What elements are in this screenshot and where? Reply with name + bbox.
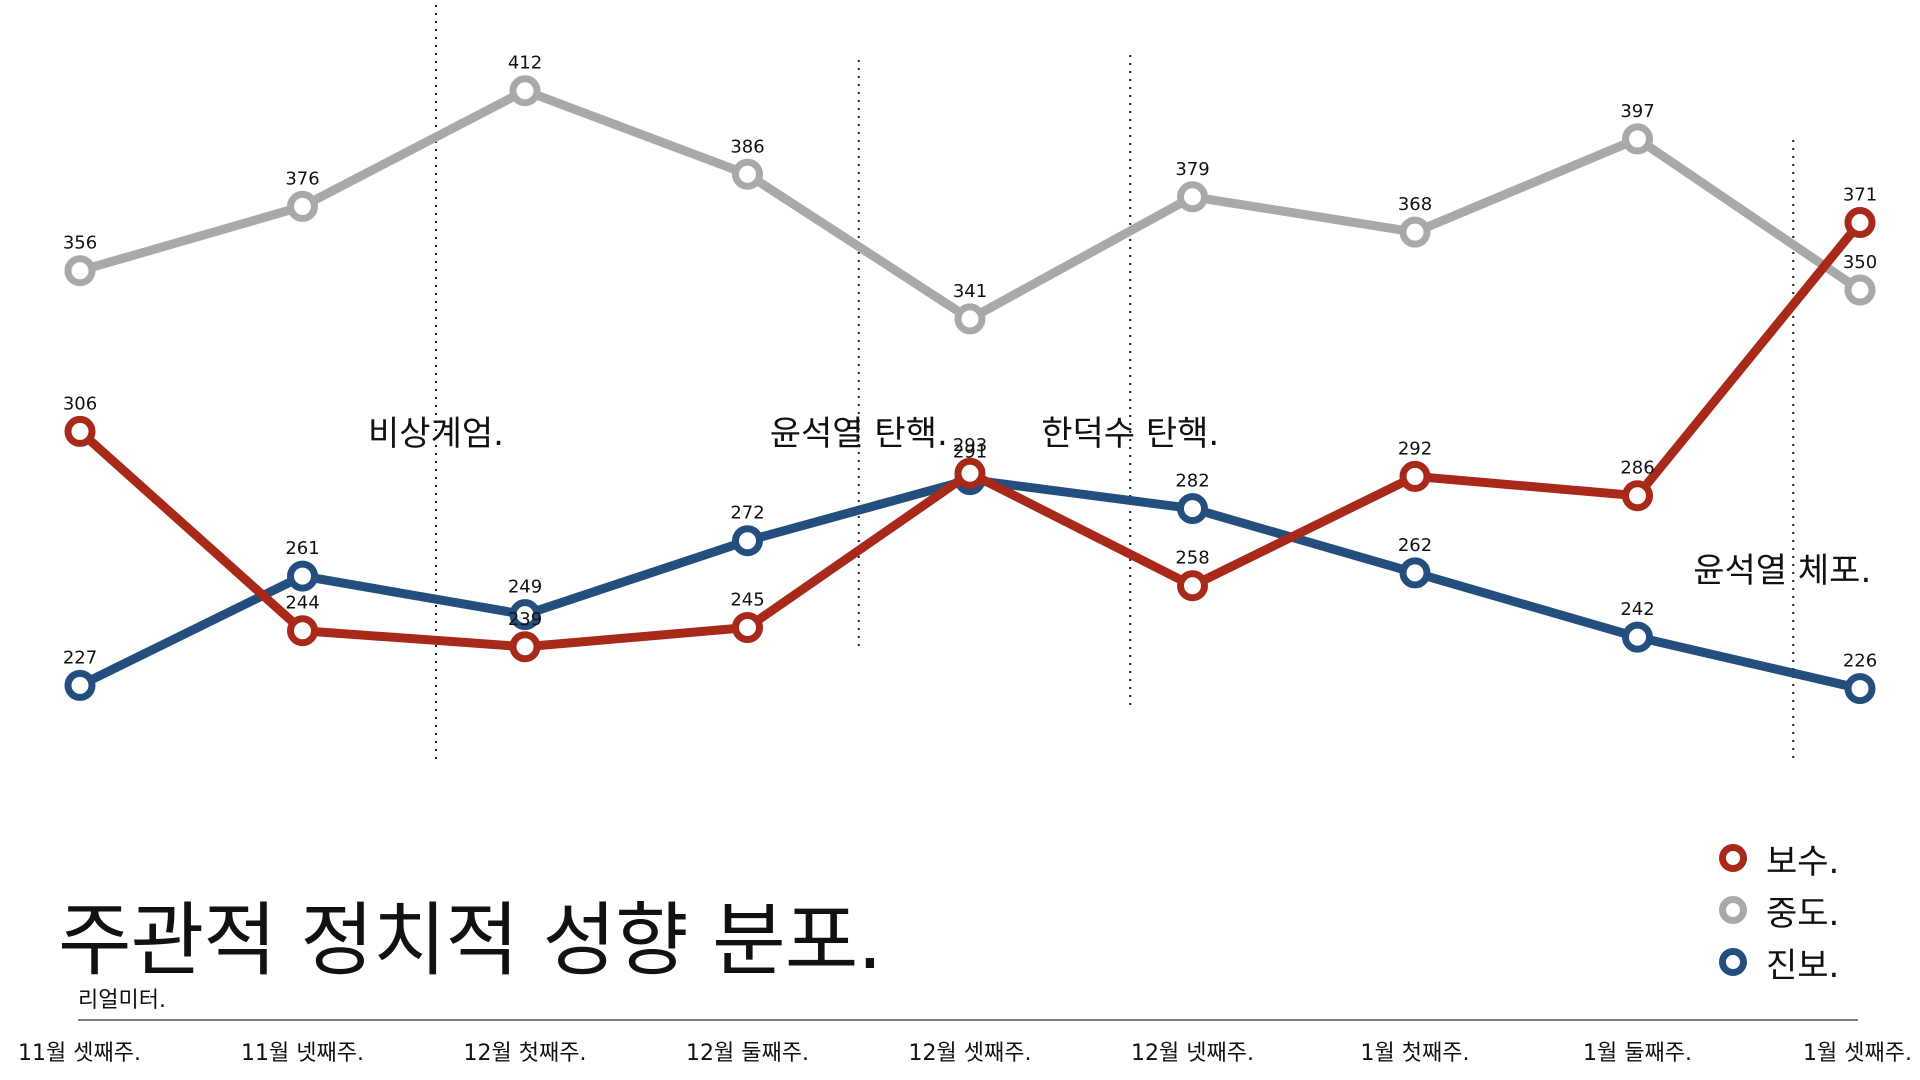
legend-item-conservative: 보수. (1718, 832, 1839, 884)
x-tick-label: 1월 둘째주. (1583, 1041, 1692, 1066)
data-label: 244 (285, 593, 319, 614)
series-layer (64, 75, 1876, 705)
data-point (287, 615, 318, 647)
legend-label-progressive: 진보. (1766, 945, 1840, 986)
data-label: 376 (285, 168, 319, 189)
data-label: 371 (1843, 185, 1877, 206)
x-tick-label: 12월 첫째주. (464, 1041, 587, 1066)
data-point (1622, 123, 1653, 155)
data-label: 258 (1175, 548, 1209, 569)
data-label: 242 (1620, 599, 1654, 620)
data-point (1177, 493, 1208, 525)
data-point (1622, 621, 1653, 653)
data-labels: 356 376 412 386 341 379 368 397 350 227 261 249 272 2… (63, 53, 1877, 672)
data-label: 368 (1398, 194, 1432, 215)
x-tick-label: 12월 둘째주. (686, 1041, 809, 1066)
data-point (1844, 274, 1876, 306)
x-axis-ticks: 11월 셋째주. 11월 넷째주. 12월 첫째주. 12월 둘째주. 12월 셋째주.… (18, 1041, 1912, 1066)
data-point (1622, 480, 1653, 512)
data-label: 350 (1843, 252, 1877, 273)
x-tick-label: 11월 넷째주. (241, 1041, 364, 1066)
data-label: 261 (285, 538, 319, 559)
x-tick-label: 12월 넷째주. (1131, 1041, 1254, 1066)
data-point (509, 599, 541, 631)
data-label: 249 (508, 577, 542, 598)
data-point (954, 303, 986, 335)
data-point (64, 669, 96, 701)
data-point (1177, 181, 1208, 213)
data-label: 291 (953, 442, 987, 463)
legend-item-moderate: 중도. (1718, 884, 1839, 936)
annotation-label: 윤석열 체포. (1693, 551, 1871, 591)
data-point (1844, 207, 1876, 238)
data-point (1399, 216, 1431, 248)
data-label: 412 (508, 53, 542, 74)
series-line (75, 475, 1865, 694)
data-label: 292 (1398, 438, 1432, 459)
x-tick-label: 11월 셋째주. (18, 1041, 141, 1066)
data-label: 286 (1620, 458, 1654, 479)
data-point (732, 612, 763, 643)
x-tick-label: 1월 첫째주. (1361, 1041, 1470, 1066)
data-point (954, 457, 986, 489)
data-point (287, 560, 318, 592)
legend-item-progressive: 진보. (1718, 936, 1839, 988)
data-label: 262 (1398, 535, 1432, 556)
data-label: 227 (63, 647, 97, 668)
data-label: 306 (63, 393, 97, 414)
data-label: 293 (953, 435, 987, 456)
data-point (64, 415, 96, 447)
data-point (287, 190, 318, 222)
data-point (64, 255, 96, 287)
chart-source: 리얼미터. (78, 988, 166, 1013)
data-point (1399, 557, 1431, 589)
annotation-label: 한덕수 탄핵. (1041, 414, 1219, 454)
event-annotations: 비상계엄. 윤석열 탄핵. 한덕수 탄핵. 윤석열 체포. (368, 5, 1871, 760)
legend: 보수. 중도. 진보. (1718, 832, 1839, 988)
legend-label-moderate: 중도. (1766, 893, 1840, 934)
data-label: 226 (1843, 651, 1877, 672)
legend-marker-moderate (1719, 896, 1747, 924)
data-label: 386 (730, 136, 764, 157)
x-tick-label: 1월 셋째주. (1803, 1041, 1912, 1066)
chart-title: 주관적 정치적 성향 분포. (58, 894, 883, 987)
data-point (1177, 570, 1208, 602)
annotation-label: 비상계엄. (368, 414, 504, 454)
data-point (732, 158, 763, 190)
legend-marker-conservative (1719, 844, 1747, 872)
data-label: 397 (1620, 101, 1654, 122)
data-point (1399, 460, 1431, 492)
data-point (1844, 673, 1876, 705)
data-point (509, 75, 541, 107)
data-point (732, 525, 763, 557)
data-label: 245 (730, 590, 764, 611)
data-label: 239 (508, 609, 542, 630)
legend-marker-progressive (1719, 948, 1747, 976)
data-label: 356 (63, 233, 97, 254)
data-label: 282 (1175, 471, 1209, 492)
data-label: 379 (1175, 159, 1209, 180)
data-label: 341 (953, 281, 987, 302)
x-tick-label: 12월 셋째주. (909, 1041, 1032, 1066)
data-point (509, 631, 541, 663)
data-label: 272 (730, 503, 764, 524)
legend-label-conservative: 보수. (1766, 841, 1840, 882)
annotation-label: 윤석열 탄핵. (770, 414, 948, 454)
